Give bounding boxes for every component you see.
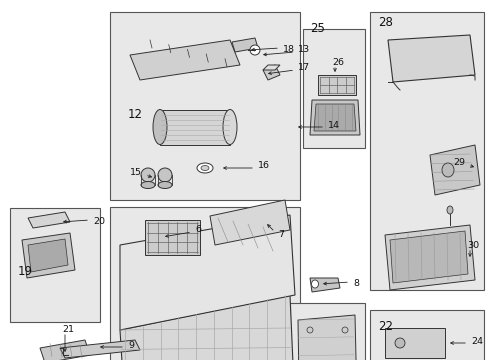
Ellipse shape bbox=[441, 163, 453, 177]
Polygon shape bbox=[22, 233, 75, 278]
Polygon shape bbox=[389, 231, 467, 283]
Text: 15: 15 bbox=[130, 168, 142, 177]
Ellipse shape bbox=[446, 206, 452, 214]
Bar bbox=[384, 328, 444, 358]
Ellipse shape bbox=[249, 45, 260, 55]
Ellipse shape bbox=[394, 338, 404, 348]
Polygon shape bbox=[120, 215, 294, 330]
Text: 28: 28 bbox=[377, 16, 392, 29]
Polygon shape bbox=[387, 35, 474, 82]
Text: 30: 30 bbox=[466, 241, 478, 250]
Text: 17: 17 bbox=[297, 63, 309, 72]
Polygon shape bbox=[263, 65, 280, 70]
Text: 18: 18 bbox=[283, 45, 294, 54]
Polygon shape bbox=[309, 278, 339, 292]
Ellipse shape bbox=[141, 181, 155, 189]
Bar bbox=[289, 303, 364, 360]
Bar bbox=[317, 75, 355, 95]
Polygon shape bbox=[120, 295, 294, 360]
Bar bbox=[369, 310, 483, 360]
Polygon shape bbox=[297, 315, 357, 360]
Ellipse shape bbox=[201, 166, 208, 171]
Bar bbox=[303, 29, 364, 148]
Ellipse shape bbox=[141, 168, 155, 182]
Polygon shape bbox=[60, 340, 140, 358]
Text: 8: 8 bbox=[352, 279, 358, 288]
Ellipse shape bbox=[223, 109, 237, 144]
Text: 20: 20 bbox=[93, 217, 105, 226]
Bar bbox=[110, 12, 299, 200]
Ellipse shape bbox=[153, 109, 167, 144]
Text: 29: 29 bbox=[452, 158, 464, 167]
Text: 25: 25 bbox=[309, 22, 324, 35]
Polygon shape bbox=[384, 225, 474, 290]
Bar bbox=[160, 110, 229, 145]
Bar bbox=[145, 220, 200, 255]
Text: 16: 16 bbox=[258, 162, 269, 171]
Ellipse shape bbox=[311, 280, 318, 288]
Ellipse shape bbox=[158, 168, 172, 182]
Text: 6: 6 bbox=[195, 225, 201, 234]
Text: 26: 26 bbox=[331, 58, 343, 67]
Text: 19: 19 bbox=[18, 265, 33, 278]
Ellipse shape bbox=[197, 163, 213, 173]
Bar bbox=[369, 12, 483, 290]
Text: 14: 14 bbox=[327, 121, 339, 130]
Text: 12: 12 bbox=[128, 108, 142, 121]
Bar bbox=[110, 207, 299, 360]
Text: 22: 22 bbox=[377, 320, 392, 333]
Polygon shape bbox=[313, 104, 355, 131]
Text: 7: 7 bbox=[278, 230, 284, 239]
Polygon shape bbox=[40, 340, 90, 360]
Polygon shape bbox=[28, 212, 70, 228]
Text: 9: 9 bbox=[128, 341, 134, 350]
Bar bbox=[10, 208, 100, 322]
Polygon shape bbox=[429, 145, 479, 195]
Text: 21: 21 bbox=[62, 325, 74, 334]
Ellipse shape bbox=[158, 181, 172, 189]
Polygon shape bbox=[263, 65, 280, 80]
Text: 13: 13 bbox=[297, 45, 309, 54]
Polygon shape bbox=[209, 200, 289, 245]
Text: 24: 24 bbox=[470, 337, 482, 346]
Polygon shape bbox=[309, 100, 359, 135]
Polygon shape bbox=[130, 40, 240, 80]
Ellipse shape bbox=[306, 327, 312, 333]
Ellipse shape bbox=[341, 327, 347, 333]
Polygon shape bbox=[28, 239, 68, 272]
Polygon shape bbox=[231, 38, 258, 52]
